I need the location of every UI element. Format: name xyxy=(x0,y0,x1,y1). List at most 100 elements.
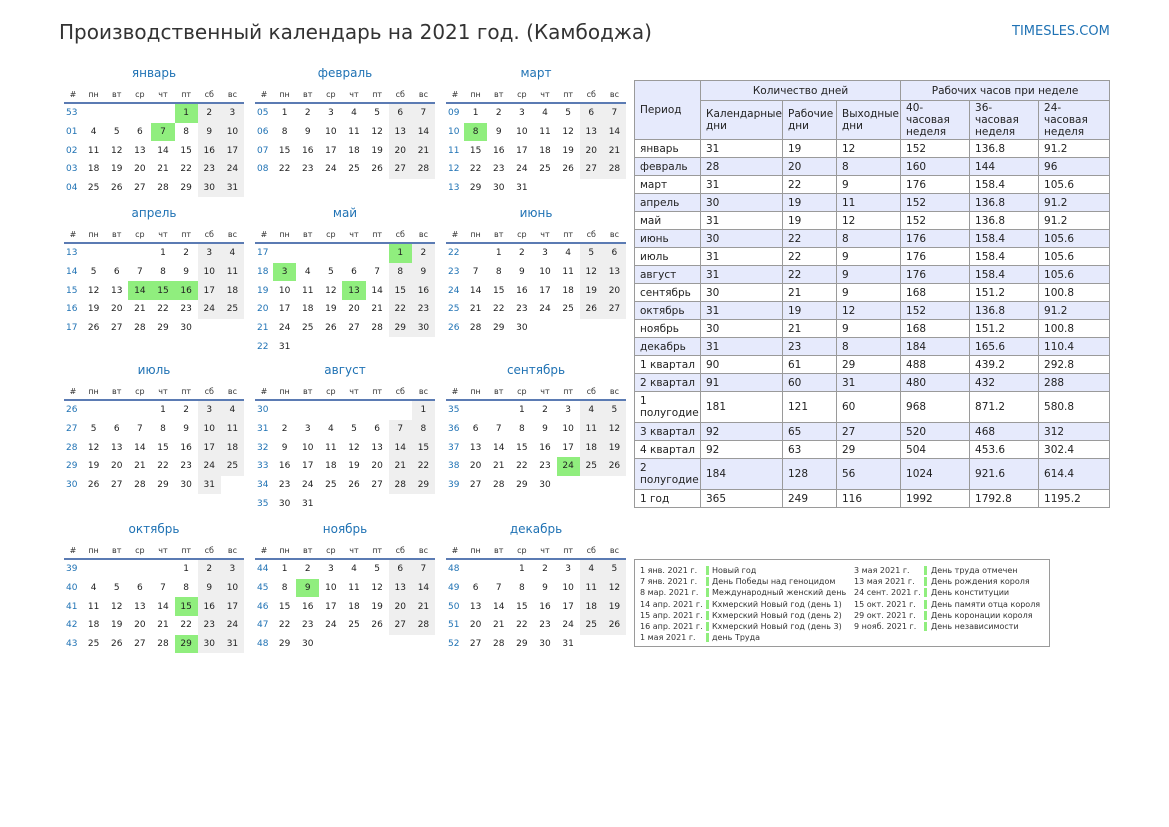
weekday-header: ср xyxy=(128,86,152,104)
day-cell: 26 xyxy=(87,323,100,334)
month-title: август xyxy=(324,363,366,377)
legend-item: 15 окт. 2021 г. День памяти отца короля xyxy=(854,599,1049,610)
day-cell: 17 xyxy=(278,304,291,315)
empty-cell xyxy=(319,243,342,263)
day-cell: 7 xyxy=(388,419,412,439)
week-row: 26 28 29 30 xyxy=(446,319,626,338)
week-row: 05 1 2 3 4 5 6 7 xyxy=(255,103,435,123)
day-cell: 14 xyxy=(388,438,412,458)
day-cell: 2 xyxy=(304,564,311,575)
empty-cell xyxy=(603,476,626,495)
week-row: 01 4 5 6 7 8 9 10 xyxy=(64,122,244,142)
day-cell: 12 xyxy=(371,127,383,138)
day-cell: 13 xyxy=(579,122,603,142)
week-number: 42 xyxy=(66,620,78,631)
week-row: 30 1 xyxy=(255,400,435,420)
legend-holiday-name: День памяти отца короля xyxy=(931,599,1041,609)
value-cell: 520 xyxy=(900,422,971,441)
empty-cell xyxy=(464,243,487,263)
day-cell: 22 xyxy=(469,164,482,175)
week-row: 52 27 28 29 30 31 xyxy=(446,635,626,654)
week-number: 37 xyxy=(448,442,460,453)
month-title: январь xyxy=(131,66,177,80)
week-number: 48 xyxy=(257,639,269,650)
day-cell: 4 xyxy=(90,127,97,138)
legend-color-swatch xyxy=(706,610,709,620)
day-cell: 3 xyxy=(220,103,244,123)
value-cell: 31 xyxy=(835,373,902,392)
day-cell: 23 xyxy=(516,304,528,315)
day-cell: 21 xyxy=(371,304,383,315)
value-cell: 151.2 xyxy=(969,283,1040,302)
empty-cell xyxy=(296,400,319,420)
week-row: 49 6 7 8 9 10 11 12 xyxy=(446,578,626,598)
weekday-header: пт xyxy=(174,226,198,244)
day-cell: 17 xyxy=(562,442,574,453)
day-cell: 6 xyxy=(388,559,412,579)
stats-row: август 31 22 9 176 158.4 105.6 xyxy=(634,265,1111,284)
week-row: 50 13 14 15 16 17 18 19 xyxy=(446,597,626,617)
day-cell: 1 xyxy=(411,400,435,420)
day-cell: 18 xyxy=(579,438,603,458)
weekday-header: пн xyxy=(82,542,106,560)
value-cell: 136.8 xyxy=(969,301,1040,320)
week-number: 49 xyxy=(448,583,460,594)
value-cell: 1024 xyxy=(900,458,971,490)
weekday-header: пт xyxy=(556,86,580,104)
week-number: 17 xyxy=(66,323,78,334)
day-cell: 20 xyxy=(110,461,123,472)
day-cell: 4 xyxy=(304,267,311,278)
value-cell: 60 xyxy=(835,391,902,423)
period-cell: апрель xyxy=(634,193,701,212)
day-cell: 11 xyxy=(539,127,551,138)
day-cell: 19 xyxy=(579,281,603,301)
period-cell: март xyxy=(634,175,701,194)
day-cell: 10 xyxy=(220,578,244,598)
weekday-header: вт xyxy=(487,86,511,104)
day-cell: 11 xyxy=(579,419,603,439)
week-row: 11 15 16 17 18 19 20 21 xyxy=(446,141,626,161)
day-cell: 10 xyxy=(562,583,574,594)
days-group-header: Количество дней xyxy=(699,80,902,101)
day-cell: 19 xyxy=(110,620,123,631)
weekday-header: чт xyxy=(533,383,557,401)
day-cell: 25 xyxy=(579,457,603,476)
day-cell: 16 xyxy=(278,461,291,472)
legend-item: 15 апр. 2021 г. Кхмерский Новый год (день… xyxy=(640,610,850,621)
value-cell: 158.4 xyxy=(969,265,1040,284)
day-cell: 8 xyxy=(183,583,189,594)
day-cell: 21 xyxy=(411,141,435,161)
weekday-header: ср xyxy=(510,226,534,244)
day-cell: 10 xyxy=(325,583,337,594)
weekday-header: сб xyxy=(197,383,221,401)
legend-holiday-name: Кхмерский Новый год (день 1) xyxy=(712,599,842,609)
day-cell: 12 xyxy=(87,442,100,453)
day-cell: 1 xyxy=(472,108,479,119)
value-cell: 27 xyxy=(835,422,902,441)
weekday-header: пт xyxy=(174,383,198,401)
value-cell: 136.8 xyxy=(969,139,1040,158)
stats-row: 2 полугодие 184 128 56 1024 921.6 614.4 xyxy=(634,458,1111,490)
site-link[interactable]: TIMESLES.COM xyxy=(1012,24,1110,39)
day-cell: 19 xyxy=(602,597,626,617)
legend-color-swatch xyxy=(924,577,927,587)
weekday-header: пт xyxy=(556,383,580,401)
day-cell: 31 xyxy=(301,498,314,509)
day-cell: 30 xyxy=(492,183,505,194)
day-cell: 14 xyxy=(134,442,146,453)
empty-cell xyxy=(105,559,128,579)
weekday-header: пт xyxy=(365,383,389,401)
week-row: 30 26 27 28 29 30 31 xyxy=(64,475,244,495)
weekday-header: пн xyxy=(273,542,297,560)
week-row: 40 4 5 6 7 8 9 10 xyxy=(64,578,244,598)
week-number: 18 xyxy=(257,267,269,278)
week-number: 19 xyxy=(257,285,269,296)
weekday-header: пн xyxy=(464,86,488,104)
value-cell: 9 xyxy=(835,319,902,338)
day-cell: 17 xyxy=(325,145,337,156)
day-cell: 29 xyxy=(180,183,192,194)
week-number: 22 xyxy=(257,341,269,352)
day-cell: 4 xyxy=(579,400,603,420)
value-cell: 29 xyxy=(835,355,902,374)
weekday-header: ср xyxy=(128,542,152,560)
